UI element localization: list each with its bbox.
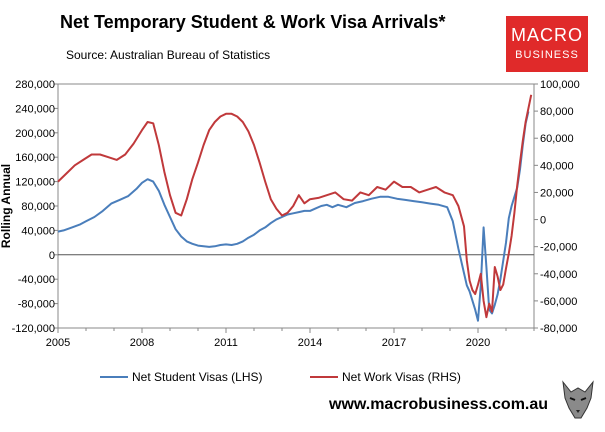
left-tick-label: 160,000 (15, 152, 55, 164)
x-tick-label: 2017 (382, 337, 406, 349)
right-tick-label: 0 (540, 215, 546, 227)
left-tick-label: 120,000 (15, 177, 55, 189)
y-axis-label: Rolling Annual (0, 164, 13, 248)
right-tick-label: -40,000 (540, 269, 577, 281)
left-tick-label: 240,000 (15, 103, 55, 115)
right-tick-label: 100,000 (540, 79, 580, 91)
wolf-logo-icon (562, 380, 594, 419)
plot-frame (57, 83, 535, 329)
right-tick-label: -20,000 (540, 242, 577, 254)
right-tick-label: -80,000 (540, 323, 577, 335)
chart-title: Net Temporary Student & Work Visa Arriva… (60, 12, 446, 32)
series-line-work-visas (57, 94, 533, 319)
logo-line-1: MACRO (511, 25, 583, 45)
macrobusiness-logo: MACRO BUSINESS (506, 16, 588, 72)
source-note: Source: Australian Bureau of Statistics (66, 48, 271, 62)
logo-line-2: BUSINESS (515, 49, 579, 61)
left-tick-label: 200,000 (15, 128, 55, 140)
x-tick-label: 2014 (298, 337, 322, 349)
left-tick-label: -120,000 (12, 323, 55, 335)
right-tick-label: 80,000 (540, 106, 574, 118)
left-tick-label: 0 (49, 250, 55, 262)
left-tick-label: 80,000 (21, 201, 55, 213)
right-tick-label: 20,000 (540, 187, 574, 199)
right-tick-label: -60,000 (540, 296, 577, 308)
x-tick-label: 2011 (214, 337, 238, 349)
left-tick-label: 280,000 (15, 79, 55, 91)
left-tick-label: 40,000 (21, 225, 55, 237)
x-tick-label: 2008 (130, 337, 154, 349)
legend-label-student: Net Student Visas (LHS) (132, 370, 263, 384)
series-line-student-visas (57, 111, 530, 322)
left-tick-label: -40,000 (18, 274, 55, 286)
right-tick-label: 60,000 (540, 133, 574, 145)
left-tick-label: -80,000 (18, 299, 55, 311)
x-tick-label: 2005 (46, 337, 70, 349)
legend-label-work: Net Work Visas (RHS) (342, 370, 461, 384)
right-tick-label: 40,000 (540, 160, 574, 172)
x-tick-label: 2020 (466, 337, 490, 349)
website-url: www.macrobusiness.com.au (329, 396, 549, 413)
